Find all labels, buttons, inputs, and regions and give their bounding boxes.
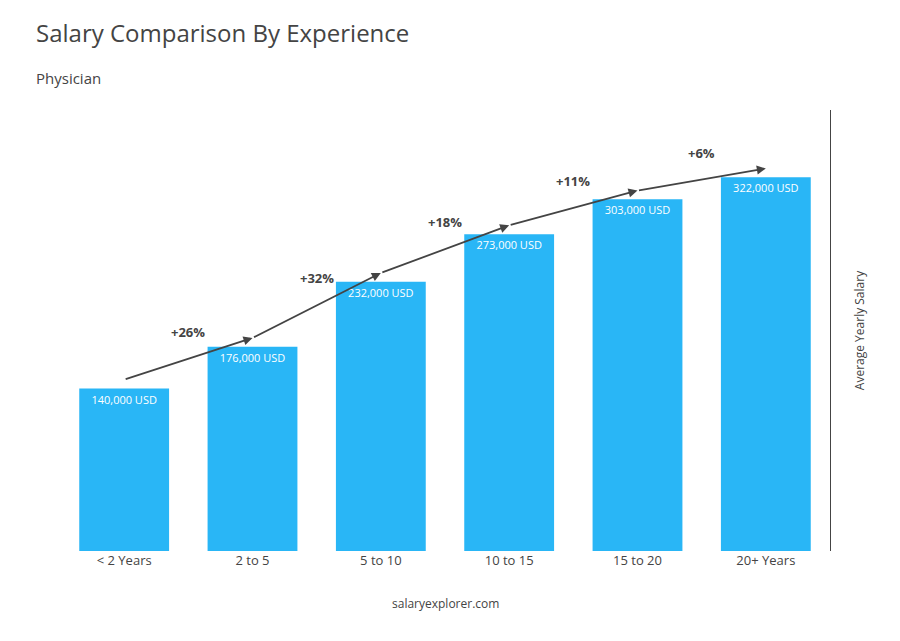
svg-text:+26%: +26% [171, 323, 205, 341]
svg-text:232,000 USD: 232,000 USD [348, 285, 413, 300]
svg-text:20+ Years: 20+ Years [736, 551, 795, 569]
svg-text:+11%: +11% [556, 172, 590, 190]
svg-text:5 to 10: 5 to 10 [360, 551, 402, 569]
svg-text:Average Yearly Salary: Average Yearly Salary [851, 270, 868, 390]
svg-text:Salary Comparison By Experienc: Salary Comparison By Experience [36, 16, 409, 49]
svg-text:140,000 USD: 140,000 USD [91, 392, 156, 407]
svg-text:15 to 20: 15 to 20 [613, 551, 662, 569]
svg-text:2 to 5: 2 to 5 [235, 551, 269, 569]
svg-text:176,000 USD: 176,000 USD [220, 350, 285, 365]
svg-text:10 to 15: 10 to 15 [485, 551, 534, 569]
svg-text:Physician: Physician [36, 68, 101, 88]
svg-text:+18%: +18% [428, 213, 462, 231]
svg-text:salaryexplorer.com: salaryexplorer.com [392, 595, 499, 612]
svg-text:322,000 USD: 322,000 USD [733, 180, 798, 195]
svg-text:+6%: +6% [688, 144, 715, 162]
svg-text:273,000 USD: 273,000 USD [476, 237, 541, 252]
svg-text:+32%: +32% [300, 269, 334, 287]
svg-text:< 2 Years: < 2 Years [97, 551, 152, 569]
svg-text:303,000 USD: 303,000 USD [605, 202, 670, 217]
